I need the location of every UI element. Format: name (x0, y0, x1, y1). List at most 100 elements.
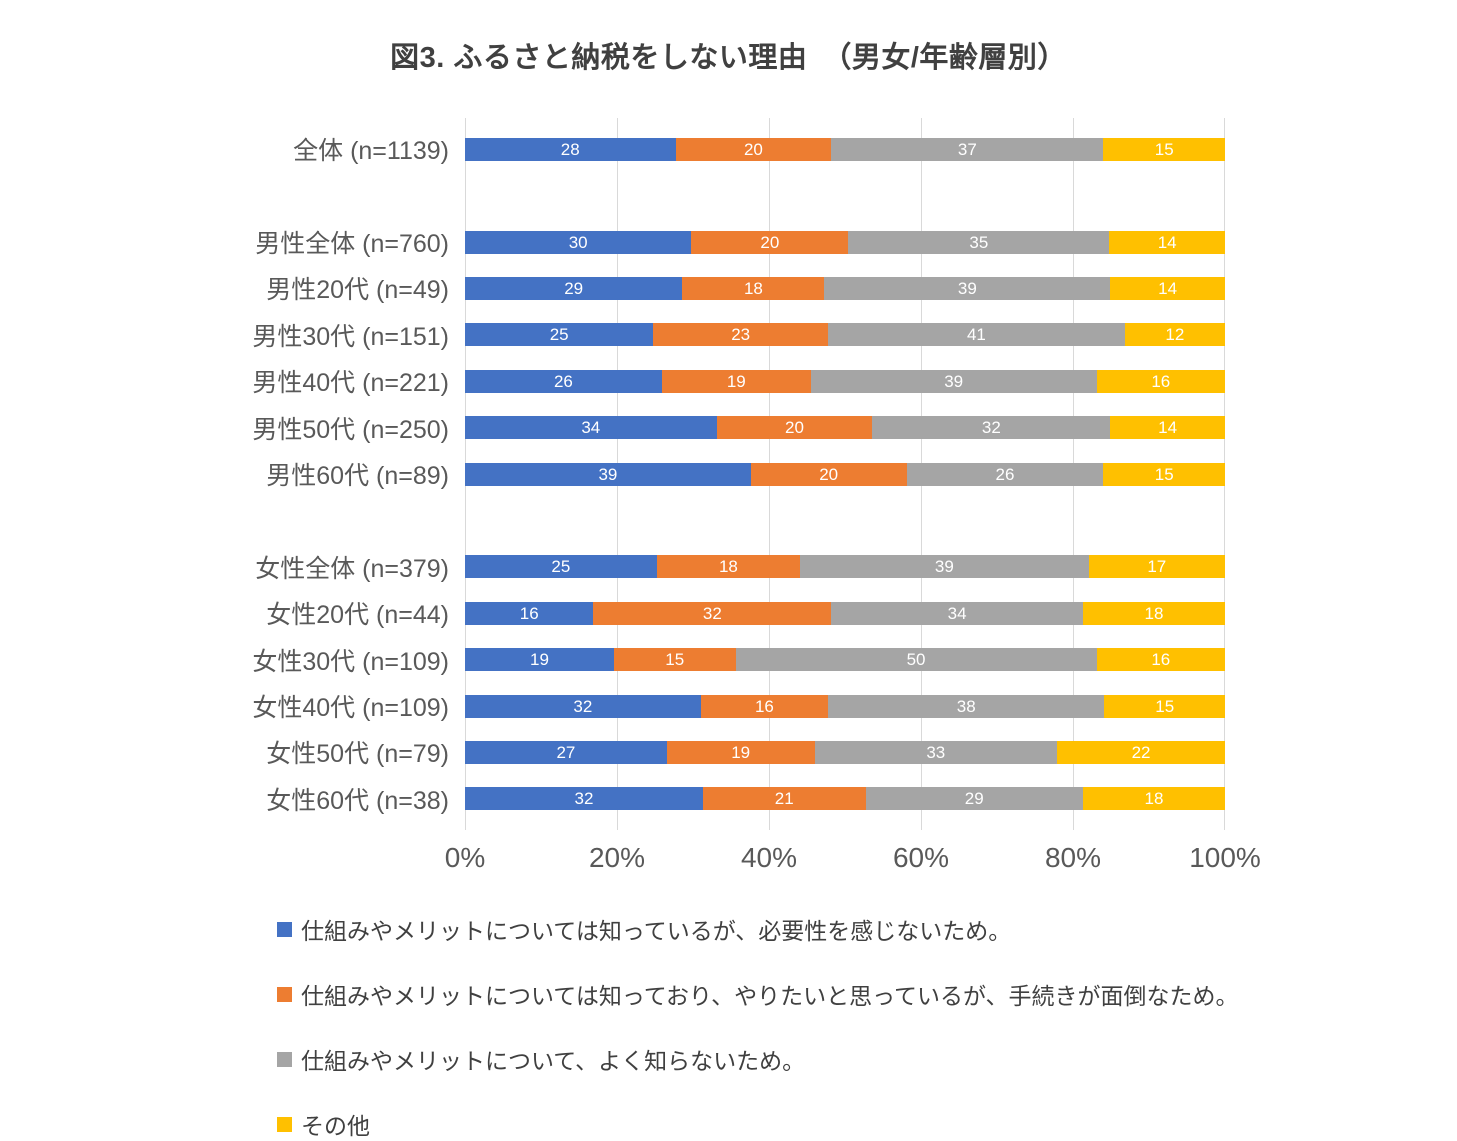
stacked-bar: 34 20 32 14 (465, 416, 1225, 440)
data-label: 22 (1131, 742, 1151, 762)
legend-label: その他 (301, 1113, 370, 1139)
category-label: 女性30代 (n=109) (252, 647, 449, 676)
bar-segment: 39 (810, 369, 1097, 393)
data-label: 20 (819, 464, 839, 484)
data-label: 25 (549, 325, 569, 345)
data-label: 38 (956, 696, 976, 716)
stacked-bar: 25 18 39 17 (465, 555, 1226, 579)
legend: 仕組みやメリットについては知っているが、必要性を感じないため。 仕組みやメリットに… (277, 912, 1238, 1141)
legend-item: 仕組みやメリットについては知っているが、必要性を感じないため。 (277, 912, 1238, 946)
data-label: 29 (564, 278, 584, 298)
category-label: 男性50代 (n=250) (252, 415, 449, 444)
data-label: 26 (553, 371, 573, 391)
bar-segment: 22 (1057, 740, 1226, 764)
bar-segment: 16 (1096, 369, 1225, 393)
bar-segment: 14 (1110, 416, 1225, 440)
bar-segment: 19 (661, 369, 811, 393)
bar-segment: 26 (906, 462, 1104, 486)
stacked-bar: 19 15 50 16 (465, 648, 1225, 672)
data-label: 32 (574, 789, 594, 809)
bar-segment: 15 (1103, 462, 1225, 486)
bar-segment: 30 (465, 230, 692, 254)
bar-segment: 41 (828, 323, 1125, 347)
bar-track: 19 15 50 16 (465, 636, 1225, 682)
data-label: 39 (934, 557, 954, 577)
bar-track: 28 20 37 15 (465, 126, 1225, 172)
group-spacer (0, 172, 1226, 218)
legend-label: 仕組みやメリットについては知っているが、必要性を感じないため。 (301, 918, 1012, 944)
bar-segment: 25 (465, 555, 657, 579)
bar-segment: 18 (1082, 601, 1225, 625)
bar-track: 30 20 35 14 (465, 219, 1225, 265)
axis-tick-label: 40% (740, 842, 798, 873)
bar-segment: 34 (831, 601, 1083, 625)
data-label: 35 (969, 232, 989, 252)
bar-segment: 33 (814, 740, 1058, 764)
data-label: 28 (560, 139, 580, 159)
axis-tick-label: 100% (1189, 842, 1261, 873)
bar-segment: 20 (675, 137, 832, 161)
data-label: 21 (774, 789, 794, 809)
data-label: 19 (731, 742, 751, 762)
bar-segment: 50 (735, 648, 1097, 672)
bar-segment: 20 (750, 462, 907, 486)
bar-track: 25 18 39 17 (465, 544, 1226, 590)
stacked-bar: 29 18 39 14 (465, 276, 1225, 300)
data-label: 19 (726, 371, 746, 391)
data-label: 37 (957, 139, 977, 159)
bar-segment: 39 (465, 462, 751, 486)
legend-item: 仕組みやメリットについて、よく知らないため。 (277, 1042, 1238, 1076)
data-label: 39 (944, 371, 964, 391)
legend-label: 仕組みやメリットについて、よく知らないため。 (301, 1048, 806, 1074)
bar-row: 男性50代 (n=250) 34 20 32 14 (0, 404, 1226, 450)
bar-segment: 14 (1109, 230, 1225, 254)
stacked-bar: 39 20 26 15 (465, 462, 1225, 486)
data-label: 12 (1165, 325, 1185, 345)
bar-track: 34 20 32 14 (465, 404, 1225, 450)
legend-swatch (277, 1116, 292, 1132)
bar-segment: 39 (824, 276, 1111, 300)
data-label: 32 (573, 696, 593, 716)
data-label: 16 (1151, 650, 1171, 670)
data-label: 23 (731, 325, 751, 345)
data-label: 16 (1151, 371, 1171, 391)
bar-segment: 16 (700, 694, 829, 718)
category-label: 女性40代 (n=109) (252, 694, 449, 723)
bar-segment: 32 (465, 787, 703, 811)
legend-item: その他 (277, 1107, 1238, 1141)
bar-row: 男性全体 (n=760) 30 20 35 14 (0, 219, 1226, 265)
data-label: 18 (1144, 789, 1164, 809)
stacked-bar: 27 19 33 22 (465, 740, 1226, 764)
bar-segment: 32 (872, 416, 1111, 440)
data-label: 50 (906, 650, 926, 670)
bar-row: 男性40代 (n=221) 26 19 39 16 (0, 358, 1226, 404)
plot-area: 全体 (n=1139) 28 20 37 15 男性全体 (n=760) 30 20 35 14 男… (0, 118, 1261, 873)
data-label: 32 (702, 603, 722, 623)
data-label: 16 (519, 603, 539, 623)
data-label: 16 (754, 696, 774, 716)
bar-row: 女性30代 (n=109) 19 15 50 16 (0, 636, 1226, 682)
bar-row: 男性20代 (n=49) 29 18 39 14 (0, 265, 1226, 311)
legend-label: 仕組みやメリットについては知っており、やりたいと思っているが、手続きが面倒なため… (301, 983, 1239, 1009)
data-label: 20 (760, 232, 780, 252)
data-label: 14 (1158, 278, 1178, 298)
bar-segment: 21 (702, 787, 866, 811)
stacked-bar: 25 23 41 12 (465, 323, 1225, 347)
bar-segment: 32 (465, 694, 701, 718)
legend-swatch (277, 921, 292, 937)
bar-row: 男性30代 (n=151) 25 23 41 12 (0, 312, 1226, 358)
bar-segment: 16 (465, 601, 594, 625)
axis-tick-label: 60% (892, 842, 950, 873)
bar-segment: 17 (1088, 555, 1226, 579)
data-label: 33 (926, 742, 946, 762)
bar-segment: 27 (465, 740, 667, 764)
data-label: 15 (1154, 464, 1174, 484)
bar-segment: 32 (593, 601, 832, 625)
axis-tick-label: 80% (1044, 842, 1102, 873)
bar-segment: 23 (653, 323, 829, 347)
data-label: 14 (1158, 418, 1178, 438)
legend-item: 仕組みやメリットについては知っており、やりたいと思っているが、手続きが面倒なため… (277, 977, 1238, 1011)
bar-track: 25 23 41 12 (465, 312, 1225, 358)
category-label: 全体 (n=1139) (293, 137, 449, 166)
stacked-bar: 16 32 34 18 (465, 601, 1225, 625)
